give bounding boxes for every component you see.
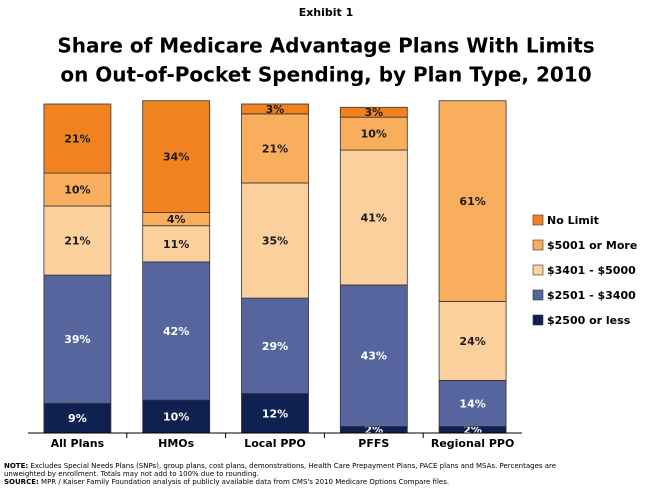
data-label: 24% — [459, 335, 485, 348]
data-label: 29% — [262, 340, 288, 353]
data-label: 11% — [163, 238, 189, 251]
legend-label: $5001 or More — [547, 239, 637, 252]
bar-segment — [339, 116, 408, 151]
note-label: NOTE: — [4, 462, 28, 470]
data-label: 10% — [64, 184, 90, 197]
x-tick-label: Regional PPO — [431, 437, 514, 450]
bar-segment — [43, 172, 112, 207]
data-label: 61% — [459, 195, 485, 208]
data-label: 14% — [459, 397, 485, 410]
data-label: 21% — [64, 235, 90, 248]
bar-segment — [241, 103, 309, 115]
legend-swatch — [532, 214, 544, 226]
bar-segment — [142, 225, 211, 263]
note-label: SOURCE: — [4, 478, 39, 486]
note: unweighted by enrollment. Totals may not… — [4, 470, 259, 478]
legend-label: No Limit — [547, 214, 599, 227]
x-tick-label: All Plans — [51, 437, 105, 450]
legend-swatch — [532, 289, 544, 301]
data-label: 41% — [361, 212, 387, 225]
data-label: 12% — [262, 407, 288, 420]
bar-segment — [438, 379, 507, 427]
chart-subtitle: Exhibit 1 — [299, 6, 354, 19]
note-text: MPR / Kaiser Family Foundation analysis … — [41, 478, 449, 486]
data-label: 43% — [361, 350, 387, 363]
bar-segment — [339, 106, 408, 118]
bar-segment — [241, 113, 309, 184]
data-label: 4% — [167, 213, 186, 226]
bar-segment — [43, 274, 112, 404]
x-tick-label: PFFS — [358, 437, 389, 450]
data-label: 3% — [266, 103, 285, 116]
chart-title: Share of Medicare Advantage Plans With L… — [57, 34, 594, 58]
x-tick-label: HMOs — [158, 437, 195, 450]
legend-label: $3401 - $5000 — [547, 264, 636, 277]
note: NOTE: Excludes Special Needs Plans (SNPs… — [4, 462, 556, 470]
data-label: 3% — [364, 106, 383, 119]
bar-segment — [438, 300, 507, 381]
data-label: 39% — [64, 333, 90, 346]
legend-swatch — [532, 264, 544, 276]
bar-segment — [142, 261, 211, 401]
bar-segment — [438, 100, 507, 302]
bar-segment — [142, 399, 211, 434]
data-label: 21% — [64, 133, 90, 146]
bar-segment — [43, 103, 112, 174]
legend-label: $2500 or less — [547, 314, 631, 327]
note-text: Excludes Special Needs Plans (SNPs), gro… — [30, 462, 556, 470]
data-label: 34% — [163, 151, 189, 164]
data-label: 10% — [163, 411, 189, 424]
chart-title: on Out-of-Pocket Spending, by Plan Type,… — [60, 63, 591, 87]
bar-segment — [241, 297, 309, 394]
data-label: 9% — [68, 412, 87, 425]
x-tick-label: Local PPO — [244, 437, 306, 450]
legend-swatch — [532, 314, 544, 326]
bar-segment — [241, 182, 309, 299]
bar-segment — [142, 100, 211, 213]
legend-swatch — [532, 239, 544, 251]
data-label: 10% — [361, 128, 387, 141]
data-label: 42% — [163, 325, 189, 338]
data-label: 21% — [262, 142, 288, 155]
note: SOURCE: MPR / Kaiser Family Foundation a… — [4, 478, 449, 486]
note-text: unweighted by enrollment. Totals may not… — [4, 470, 259, 478]
bar-segment — [43, 402, 112, 434]
legend-label: $2501 - $3400 — [547, 289, 636, 302]
data-label: 35% — [262, 235, 288, 248]
